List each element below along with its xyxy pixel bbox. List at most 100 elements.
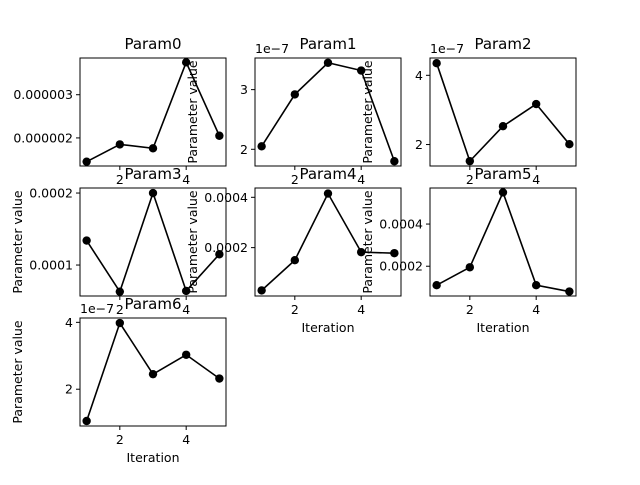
x-tick-label: 4 [182, 432, 190, 447]
data-point [565, 139, 574, 149]
y-tick-label: 0.0002 [29, 186, 73, 201]
data-point [465, 263, 475, 272]
data-point [498, 121, 508, 131]
data-point [565, 287, 574, 296]
y-tick-label: 0.0004 [379, 217, 423, 232]
subplot-param2: Param2 1e−7 2 4 2 4 Parameter value [360, 35, 577, 187]
y-axis-label: Parameter value [360, 190, 375, 293]
data-point [215, 374, 224, 383]
y-axis-label: Parameter value [360, 60, 375, 163]
subplot-param0: Param0 2 4 0.000002 0.000003 [13, 35, 227, 187]
data-point [82, 236, 91, 245]
data-point [531, 99, 541, 109]
data-point [257, 286, 266, 295]
y-tick-label: 2 [415, 137, 423, 152]
series-line [435, 62, 570, 163]
data-point [290, 256, 300, 265]
subplot-title: Param4 [299, 165, 356, 183]
subplot-title: Param1 [299, 35, 356, 53]
axes-frame [79, 57, 227, 167]
data-point [115, 287, 125, 296]
data-point [148, 369, 158, 379]
data-point [290, 90, 300, 99]
axes-frame [79, 317, 227, 427]
axes-frame [429, 187, 577, 297]
data-point [82, 157, 91, 166]
y-tick-label: 2 [65, 382, 73, 397]
data-point [215, 131, 224, 140]
y-tick-label: 4 [65, 315, 73, 330]
x-tick-label: 4 [532, 172, 540, 187]
y-tick-label: 4 [415, 68, 423, 83]
axes-frame [429, 57, 577, 167]
y-axis-label: Parameter value [185, 60, 200, 163]
y-axis-label: Parameter value [10, 190, 25, 293]
x-tick-label: 4 [532, 302, 540, 317]
axes-frame [254, 57, 402, 167]
data-point [323, 189, 333, 198]
axes-frame [79, 187, 227, 297]
data-point [531, 281, 541, 290]
subplot-title: Param3 [124, 165, 181, 183]
y-tick-label: 3 [240, 82, 248, 97]
subplot-title: Param6 [124, 295, 181, 313]
data-point [323, 58, 333, 67]
x-axis-label: Iteration [126, 450, 179, 465]
x-tick-label: 2 [116, 172, 124, 187]
y-tick-label: 0.000002 [13, 130, 73, 145]
y-tick-label: 2 [240, 142, 248, 157]
x-axis-label: Iteration [476, 320, 529, 335]
x-tick-label: 4 [357, 172, 365, 187]
data-point [390, 248, 399, 258]
axes-frame [254, 187, 402, 297]
data-point [115, 318, 125, 328]
data-point [148, 188, 158, 198]
offset-text: 1e−7 [430, 41, 464, 56]
data-point [432, 281, 441, 290]
x-tick-label: 2 [291, 302, 299, 317]
data-point [390, 157, 399, 166]
subplot-param1: Param1 1e−7 2 4 2 3 Parameter value [185, 35, 402, 187]
x-tick-label: 2 [291, 172, 299, 187]
data-point [356, 66, 366, 75]
offset-text: 1e−7 [255, 41, 289, 56]
offset-text: 1e−7 [80, 301, 114, 316]
x-tick-label: 2 [116, 302, 124, 317]
data-point [498, 188, 508, 197]
x-tick-label: 4 [182, 172, 190, 187]
y-tick-label: 0.0004 [204, 190, 248, 205]
data-point [115, 140, 125, 149]
data-point [215, 250, 224, 259]
data-point [356, 247, 366, 257]
x-axis-label: Iteration [301, 320, 354, 335]
y-tick-label: 0.0001 [29, 258, 73, 273]
y-axis-label: Parameter value [185, 190, 200, 293]
y-tick-label: 0.0002 [204, 240, 248, 255]
subplot-title: Param2 [474, 35, 531, 53]
data-point [181, 286, 191, 296]
data-point [148, 144, 158, 153]
data-point [181, 58, 191, 67]
x-tick-label: 4 [357, 302, 365, 317]
data-point [432, 58, 441, 68]
subplot-title: Param0 [124, 35, 181, 53]
y-tick-label: 0.000003 [13, 87, 73, 102]
series-line [436, 190, 570, 293]
x-tick-label: 2 [466, 302, 474, 317]
x-tick-label: 2 [116, 432, 124, 447]
x-tick-label: 4 [182, 302, 190, 317]
data-point [257, 142, 266, 151]
y-axis-label: Parameter value [10, 320, 25, 423]
data-point [465, 156, 475, 166]
y-tick-label: 0.0002 [379, 259, 423, 274]
subplot-title: Param5 [474, 165, 531, 183]
data-point [82, 416, 91, 426]
x-tick-label: 2 [466, 172, 474, 187]
data-point [181, 350, 191, 359]
